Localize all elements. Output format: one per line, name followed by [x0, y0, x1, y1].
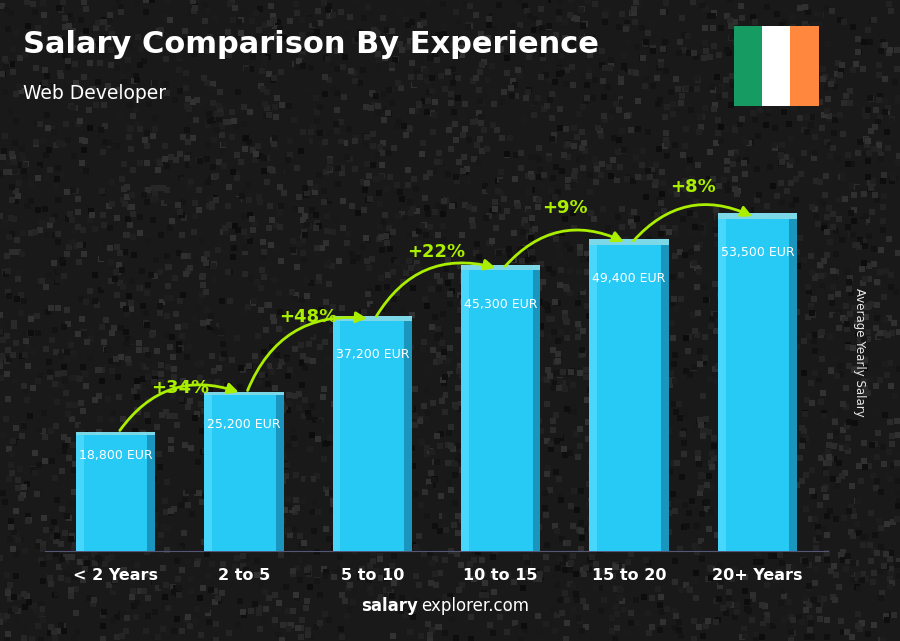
Text: Salary Comparison By Experience: Salary Comparison By Experience	[23, 30, 598, 59]
Bar	[76, 432, 156, 435]
Text: 53,500 EUR: 53,500 EUR	[721, 246, 794, 259]
Text: Average Yearly Salary: Average Yearly Salary	[853, 288, 866, 417]
Text: +48%: +48%	[279, 308, 338, 326]
Text: +9%: +9%	[542, 199, 588, 217]
Bar	[590, 239, 669, 245]
Bar	[76, 435, 84, 551]
Text: 37,200 EUR: 37,200 EUR	[336, 348, 410, 361]
Text: salary: salary	[362, 597, 418, 615]
Bar	[332, 320, 412, 551]
Bar	[332, 320, 340, 551]
Text: 18,800 EUR: 18,800 EUR	[79, 449, 152, 462]
Bar	[204, 395, 212, 551]
Bar	[148, 435, 156, 551]
Text: 49,400 EUR: 49,400 EUR	[592, 272, 666, 285]
Text: 45,300 EUR: 45,300 EUR	[464, 298, 537, 312]
Bar	[461, 265, 541, 271]
Text: 25,200 EUR: 25,200 EUR	[207, 419, 281, 431]
Bar	[76, 435, 156, 551]
Bar	[590, 245, 598, 551]
Bar	[717, 219, 725, 551]
Text: explorer.com: explorer.com	[421, 597, 529, 615]
Bar	[789, 219, 797, 551]
Bar	[275, 395, 284, 551]
Text: +22%: +22%	[408, 242, 465, 260]
Text: +8%: +8%	[670, 178, 716, 196]
Bar	[404, 320, 412, 551]
Text: Web Developer: Web Developer	[23, 85, 166, 103]
Bar	[461, 271, 469, 551]
Bar	[717, 219, 797, 551]
Bar	[332, 317, 412, 320]
Bar	[762, 26, 790, 106]
Bar	[734, 26, 762, 106]
Bar	[717, 213, 797, 219]
Bar	[590, 245, 669, 551]
Bar	[204, 395, 284, 551]
Bar	[790, 26, 819, 106]
Bar	[661, 245, 669, 551]
Bar	[461, 271, 541, 551]
Bar	[533, 271, 541, 551]
Text: +34%: +34%	[150, 379, 209, 397]
Bar	[204, 392, 284, 395]
